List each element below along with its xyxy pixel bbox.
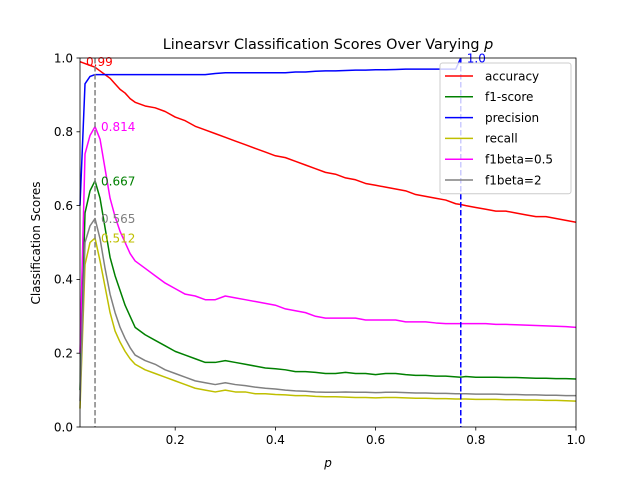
legend-box xyxy=(439,62,572,195)
annot-f1beta2: 0.565 xyxy=(101,212,135,226)
annot-f1score: 0.667 xyxy=(101,174,135,188)
y-tick-label: 0.0 xyxy=(54,420,73,434)
series-line-f1beta-2 xyxy=(79,217,576,402)
legend-label-precision: precision xyxy=(485,111,539,125)
x-tick-label: 0.2 xyxy=(166,433,185,447)
annot-recall: 0.512 xyxy=(101,232,135,246)
legend-label-f1-score: f1-score xyxy=(485,90,533,104)
y-tick-label: 0.2 xyxy=(54,347,73,361)
annot-accuracy: 0.99 xyxy=(86,55,113,69)
series-line-precision xyxy=(79,57,462,206)
series-line-accuracy xyxy=(79,60,577,223)
chart-title: Linearsvr Classification Scores Over Var… xyxy=(163,37,494,53)
legend-label-f1beta-0-5: f1beta=0.5 xyxy=(485,153,553,167)
x-axis-ticks: 0.2 0.4 0.6 0.8 1.0 xyxy=(166,427,586,447)
y-tick-label: 1.0 xyxy=(54,51,73,65)
y-axis-ticks: 0.0 0.2 0.4 0.6 0.8 1.0 xyxy=(54,51,80,434)
y-tick-label: 0.6 xyxy=(54,199,73,213)
series-line-f1-score xyxy=(79,180,577,391)
annot-precision: 1.0 xyxy=(467,52,486,66)
x-tick-label: 0.4 xyxy=(266,433,285,447)
axes-frame xyxy=(79,57,577,428)
plot-area: 0.565 0.814 0.512 0.667 0.99 1.0 xyxy=(79,52,577,428)
x-tick-label: 0.8 xyxy=(466,433,485,447)
y-tick-label: 0.4 xyxy=(54,273,73,287)
series-line-f1beta-0-5 xyxy=(79,125,577,354)
x-axis-label: p xyxy=(323,456,332,470)
legend: accuracy f1-score precision recall f1beta=0.… xyxy=(439,62,572,195)
x-tick-label: 1.0 xyxy=(566,433,585,447)
legend-label-accuracy: accuracy xyxy=(485,69,539,83)
x-tick-label: 0.6 xyxy=(366,433,385,447)
y-axis-label: Classification Scores xyxy=(29,181,43,304)
series-line-recall xyxy=(79,237,577,409)
y-tick-label: 0.8 xyxy=(54,125,73,139)
legend-label-recall: recall xyxy=(485,132,518,146)
annot-f1beta05: 0.814 xyxy=(101,120,135,134)
legend-label-f1beta-2: f1beta=2 xyxy=(485,173,542,187)
chart-title-variable: p xyxy=(483,37,493,53)
